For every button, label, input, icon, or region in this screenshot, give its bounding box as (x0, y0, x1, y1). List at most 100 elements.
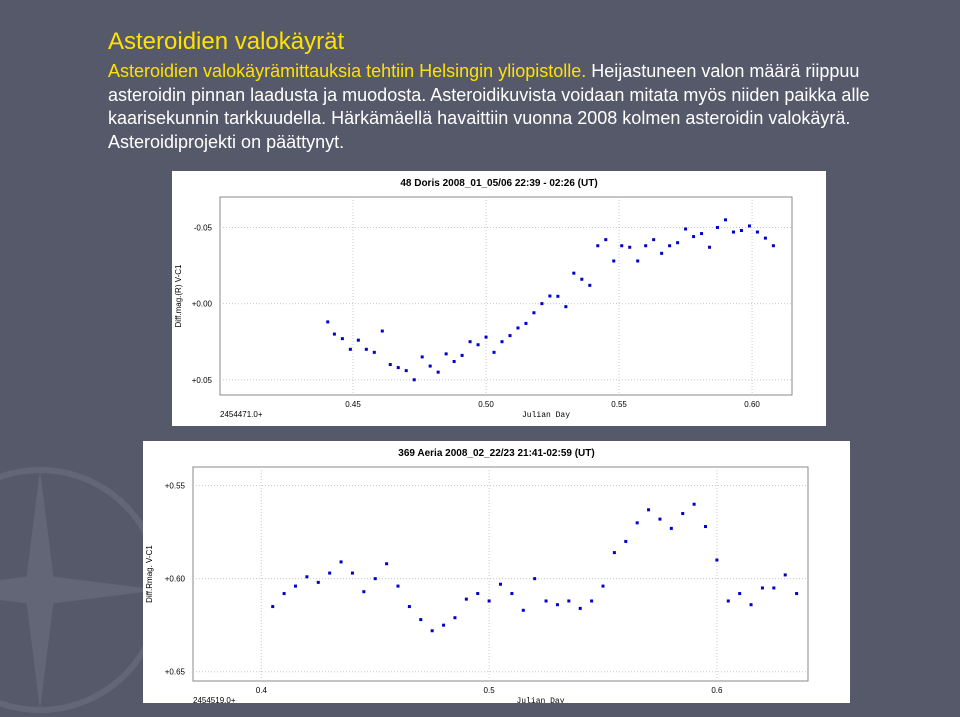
data-point (604, 238, 608, 242)
data-point (588, 283, 592, 287)
x-tick-label: 0.50 (478, 400, 494, 409)
data-point (760, 586, 764, 590)
x-axis-label: Julian Day (516, 697, 564, 703)
data-point (282, 592, 286, 596)
data-point (460, 353, 464, 357)
data-point (516, 326, 520, 330)
data-point (669, 526, 673, 530)
data-point (652, 238, 656, 242)
data-point (771, 244, 775, 248)
data-point (430, 629, 434, 633)
y-tick-label: +0.60 (165, 575, 186, 584)
data-point (332, 332, 336, 336)
data-point (540, 302, 544, 306)
data-point (658, 517, 662, 521)
data-point (668, 244, 672, 248)
data-point (452, 359, 456, 363)
data-point (692, 502, 696, 506)
data-point (453, 616, 457, 620)
data-point (362, 590, 366, 594)
data-point (635, 521, 639, 525)
data-point (676, 241, 680, 245)
doris-lightcurve-chart: 0.45 0.50 0.55 0.60 -0.05 +0.00 +0.05 48 Doris … (172, 171, 826, 426)
data-point (428, 364, 432, 368)
aeria-lightcurve-chart: 0.4 0.5 0.6 +0.55 +0.60 +0.65 369 Aeria 2008_0… (143, 441, 850, 703)
data-point (747, 224, 751, 228)
data-point (524, 321, 528, 325)
x-offset-label: 2454471.0+ (220, 410, 263, 419)
data-point (419, 618, 423, 622)
data-point (476, 592, 480, 596)
data-point (533, 577, 537, 581)
x-tick-label: 0.6 (711, 686, 723, 695)
data-point (326, 320, 330, 324)
data-point (692, 235, 696, 239)
doris-chart-svg: 0.45 0.50 0.55 0.60 -0.05 +0.00 +0.05 48 Doris … (174, 178, 793, 420)
data-point (380, 329, 384, 333)
slide-body-paragraph: Heijastuneen valon määrä riippuu asteroi… (108, 61, 870, 152)
plot-frame (219, 196, 793, 396)
data-point (271, 605, 275, 609)
data-point (739, 229, 743, 233)
data-point (388, 363, 392, 367)
data-point (476, 343, 480, 347)
data-point (348, 347, 352, 351)
data-point (596, 244, 600, 248)
data-point (294, 584, 297, 588)
data-point (628, 245, 632, 249)
data-point (755, 230, 759, 234)
data-point (567, 599, 571, 603)
chart-title: 48 Doris 2008_01_05/06 22:39 - 02:26 (UT… (400, 178, 597, 189)
data-point (738, 592, 742, 596)
data-point (715, 558, 719, 562)
data-point (404, 369, 408, 373)
data-point (548, 294, 552, 298)
data-point (731, 230, 735, 234)
data-point (644, 244, 648, 248)
data-point (444, 352, 448, 356)
data-point (436, 370, 440, 374)
data-point (464, 597, 468, 601)
data-point (783, 573, 787, 577)
data-point (500, 340, 504, 344)
data-point (532, 311, 536, 315)
data-point (510, 592, 514, 596)
x-tick-label: 0.55 (611, 400, 627, 409)
data-point (578, 606, 582, 610)
data-point (521, 608, 525, 612)
slide-body-text: Asteroidien valokäyrämittauksia tehtiin … (108, 60, 908, 154)
data-point (660, 251, 664, 255)
data-point (772, 586, 776, 590)
data-point (612, 259, 616, 263)
data-point (412, 378, 416, 382)
data-point (492, 350, 496, 354)
data-point (601, 584, 605, 588)
data-point (723, 218, 727, 222)
data-point (484, 335, 488, 339)
data-point (580, 277, 584, 281)
y-axis-label: Diff.mag.(R) V-C1 (174, 264, 183, 328)
x-tick-label: 0.45 (345, 400, 361, 409)
data-point (499, 582, 502, 586)
data-point (681, 512, 685, 516)
data-point (700, 232, 704, 236)
data-point (763, 236, 767, 240)
y-tick-label: +0.55 (165, 482, 186, 491)
data-point (396, 584, 400, 588)
chart-title: 369 Aeria 2008_02_22/23 21:41-02:59 (UT) (398, 448, 594, 459)
data-point (556, 294, 560, 298)
y-tick-label: +0.00 (192, 300, 213, 309)
data-point (749, 603, 753, 607)
data-point (364, 347, 368, 351)
data-point (726, 599, 730, 603)
slide-subtitle-line: Asteroidien valokäyrämittauksia tehtiin … (108, 61, 587, 81)
data-point (356, 338, 360, 342)
data-point (350, 571, 354, 575)
data-point (468, 340, 472, 344)
data-point (795, 592, 799, 596)
x-tick-label: 0.60 (744, 400, 760, 409)
data-point (620, 244, 624, 248)
data-point (420, 355, 424, 359)
y-axis-label: Diff.Rmag. V-C1 (145, 545, 154, 603)
x-tick-label: 0.4 (256, 686, 268, 695)
